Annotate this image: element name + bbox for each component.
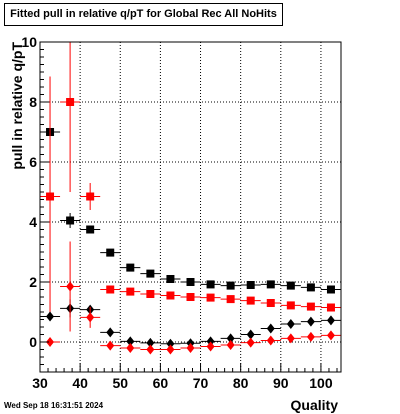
plot-frame xyxy=(39,41,342,373)
y-tick-label: 2 xyxy=(29,274,37,290)
x-axis-label: Quality xyxy=(290,397,338,413)
data-point-diamond xyxy=(246,329,255,340)
y-tick-label: 10 xyxy=(21,34,37,50)
y-tick-label: 6 xyxy=(29,154,37,170)
series-3 xyxy=(40,241,341,355)
axes: 30 40 50 60 70 80 90 100 0 2 4 6 8 10 xyxy=(21,34,338,391)
data-point-diamond xyxy=(166,344,175,355)
data-point-diamond xyxy=(306,316,315,327)
data-point-diamond xyxy=(186,343,195,353)
series-1 xyxy=(40,42,341,317)
data-points xyxy=(40,42,341,355)
data-point-square xyxy=(186,278,195,286)
data-point-square xyxy=(166,275,175,283)
timestamp: Wed Sep 18 16:31:51 2024 xyxy=(4,401,104,410)
data-point-square xyxy=(86,225,95,234)
data-point-diamond xyxy=(106,327,115,338)
x-tick-label: 60 xyxy=(153,375,169,391)
data-point-square xyxy=(326,285,335,294)
data-point-square xyxy=(86,192,95,201)
data-point-diamond xyxy=(66,281,75,292)
series-0 xyxy=(40,128,341,294)
data-point-diamond xyxy=(226,333,235,344)
data-point-diamond xyxy=(326,315,335,326)
data-point-square xyxy=(246,281,255,289)
data-point-square xyxy=(66,98,75,106)
data-point-square xyxy=(306,283,315,292)
data-point-square xyxy=(166,291,175,300)
data-point-diamond xyxy=(246,337,255,348)
x-tick-label: 100 xyxy=(309,375,333,391)
data-point-diamond xyxy=(106,340,115,351)
x-tick-label: 40 xyxy=(72,375,88,391)
data-point-square xyxy=(286,281,295,290)
data-point-square xyxy=(186,293,195,301)
data-point-square xyxy=(306,302,315,311)
data-point-diamond xyxy=(286,333,295,344)
data-point-diamond xyxy=(166,338,175,349)
data-point-diamond xyxy=(146,344,155,355)
data-point-square xyxy=(286,301,295,310)
x-tick-label: 80 xyxy=(233,375,249,391)
grid-lines xyxy=(40,41,341,372)
data-point-square xyxy=(106,248,115,257)
data-point-diamond xyxy=(326,330,335,341)
data-point-square xyxy=(206,293,215,302)
data-point-diamond xyxy=(46,311,55,322)
x-tick-label: 30 xyxy=(32,375,48,391)
data-point-square xyxy=(106,285,115,294)
data-point-square xyxy=(266,280,275,289)
data-point-diamond xyxy=(266,335,275,346)
data-point-square xyxy=(226,281,235,290)
data-point-square xyxy=(66,216,75,225)
data-point-square xyxy=(46,192,55,201)
data-point-square xyxy=(146,269,155,278)
data-point-diamond xyxy=(286,319,295,329)
data-point-square xyxy=(206,280,215,289)
data-point-square xyxy=(146,290,155,298)
data-point-square xyxy=(226,295,235,304)
x-tick-label: 90 xyxy=(273,375,289,391)
data-point-diamond xyxy=(86,312,95,323)
data-point-diamond xyxy=(206,336,215,347)
data-point-diamond xyxy=(126,336,135,347)
data-point-diamond xyxy=(306,331,315,342)
x-tick-label: 50 xyxy=(112,375,128,391)
series-2 xyxy=(40,299,341,349)
data-point-square xyxy=(126,263,135,272)
data-point-diamond xyxy=(226,340,235,350)
data-point-square xyxy=(266,299,275,307)
y-tick-label: 0 xyxy=(29,334,37,350)
y-axis-label: pull in relative q/pT xyxy=(9,42,25,170)
data-point-square xyxy=(246,296,255,305)
data-point-diamond xyxy=(46,337,55,347)
data-point-diamond xyxy=(126,343,135,353)
chart-title: Fitted pull in relative q/pT for Global … xyxy=(4,3,283,26)
x-tick-label: 70 xyxy=(193,375,209,391)
y-tick-label: 8 xyxy=(29,94,37,110)
y-tick-label: 4 xyxy=(29,214,37,230)
data-point-square xyxy=(126,287,135,296)
data-point-square xyxy=(326,303,335,312)
data-point-diamond xyxy=(266,323,275,334)
data-point-diamond xyxy=(146,337,155,348)
data-point-diamond xyxy=(206,341,215,352)
